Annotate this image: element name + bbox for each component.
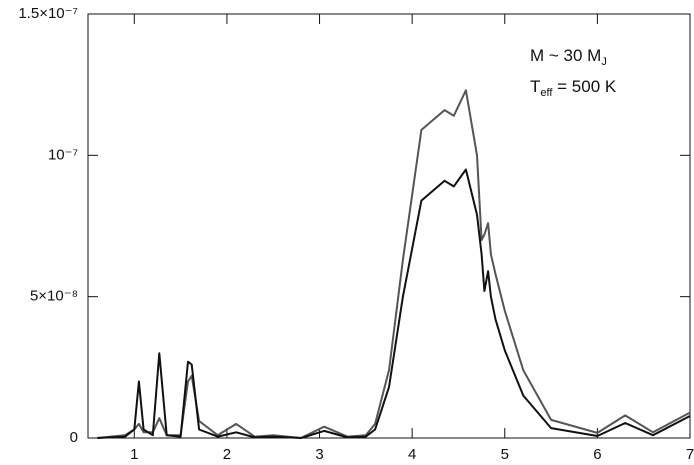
plot-frame [87, 13, 691, 439]
x-tick-label: 7 [686, 446, 694, 463]
annotation: M ~ 30 MJ [530, 46, 607, 67]
y-tick-label: 1.5×10⁻⁷ [18, 5, 78, 22]
annotation-text: M ~ 30 M [530, 46, 601, 65]
annotation-text: = 500 K [552, 77, 616, 96]
x-tick-label: 6 [593, 446, 601, 463]
series-line [97, 89, 691, 439]
x-tick-label: 1 [130, 446, 138, 463]
y-tick-label: 0 [70, 429, 78, 446]
x-tick-label: 5 [501, 446, 509, 463]
x-tick-label: 4 [408, 446, 416, 463]
annotation-sub: J [601, 56, 607, 68]
annotation-sub: eff [540, 87, 553, 99]
x-tick-label: 3 [315, 446, 323, 463]
annotation-text: T [530, 77, 540, 96]
annotation: Teff = 500 K [530, 77, 617, 98]
y-tick-label: 5×10⁻⁸ [30, 288, 78, 305]
x-tick-label: 2 [223, 446, 231, 463]
series-line [97, 168, 691, 439]
y-tick-label: 10⁻⁷ [48, 146, 78, 163]
